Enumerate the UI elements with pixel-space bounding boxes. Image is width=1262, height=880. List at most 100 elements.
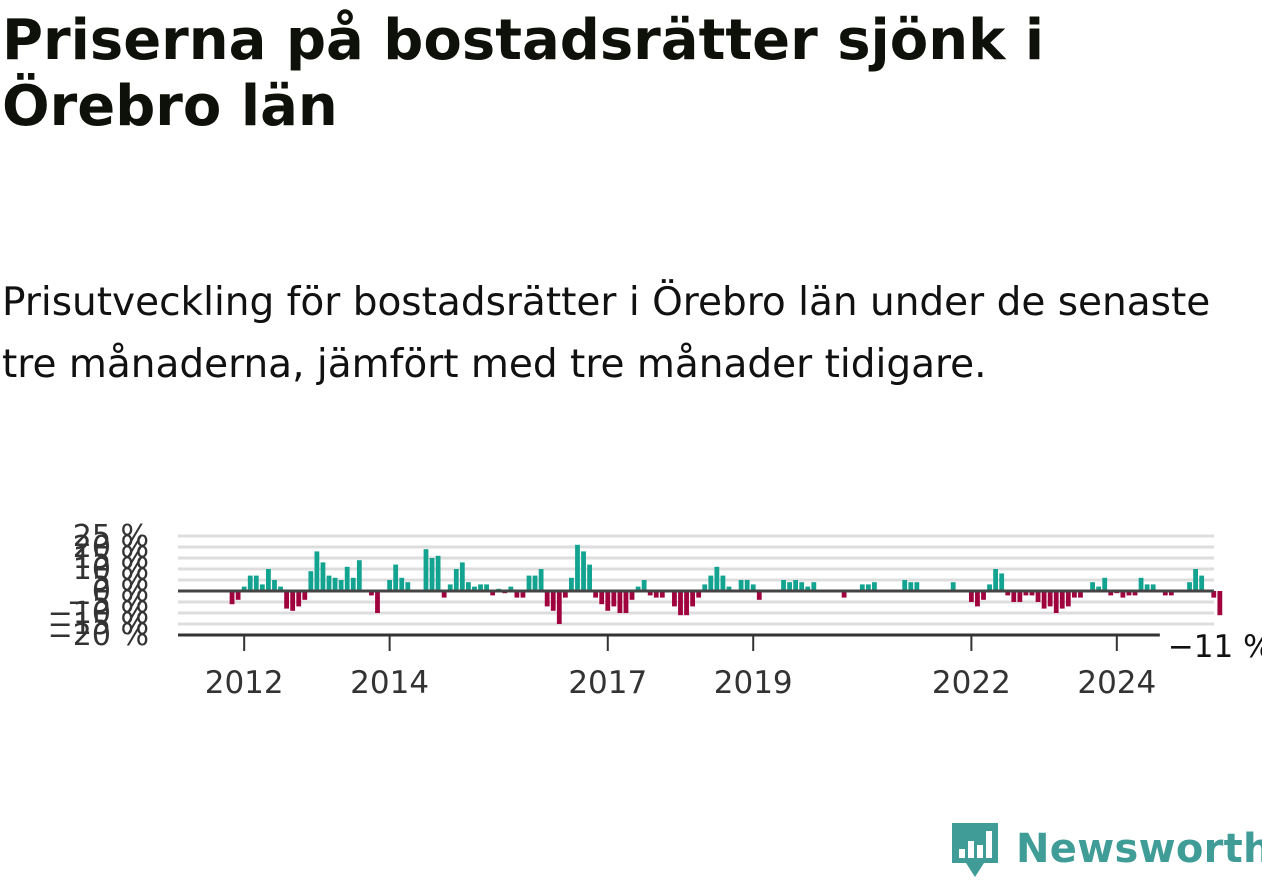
y-tick-label: 25 % (73, 519, 149, 554)
bar (459, 562, 465, 591)
bar (702, 584, 708, 591)
bar (653, 591, 659, 598)
chart-title: Priserna på bostadsrätter sjönk i Örebro… (2, 8, 1045, 139)
y-tick-label: 20 % (73, 530, 149, 565)
y-tick-label: 5 % (92, 563, 149, 598)
bar (241, 586, 247, 591)
x-tick-label: 2019 (714, 665, 793, 701)
bar (1120, 591, 1126, 598)
bar (1132, 591, 1138, 596)
bar (466, 582, 471, 591)
bar (672, 591, 677, 607)
chart-subtitle: Prisutveckling för bostadsrätter i Örebr… (2, 280, 1211, 387)
bar (756, 591, 762, 600)
bar (647, 591, 653, 596)
bar (393, 564, 399, 591)
x-tick-label: 2012 (205, 665, 284, 701)
bar (902, 580, 908, 591)
bar (266, 569, 271, 591)
x-axis-labels: 2012 2014 2017 2019 2022 2024 (205, 635, 1156, 701)
bar (811, 582, 817, 591)
bar (981, 591, 986, 600)
bar (708, 575, 714, 591)
bar (332, 577, 338, 591)
bar (569, 577, 574, 591)
bar (308, 571, 314, 591)
bar (1011, 591, 1017, 602)
bar (490, 591, 496, 596)
bar (556, 591, 562, 624)
bar (696, 591, 702, 598)
bar (259, 584, 265, 591)
bar (1108, 591, 1114, 596)
bar (1005, 591, 1011, 596)
bar (872, 582, 877, 591)
bar (253, 575, 259, 591)
bar (229, 591, 235, 605)
bar (247, 575, 253, 591)
bar (1217, 591, 1223, 616)
bar (975, 591, 980, 607)
bar (484, 584, 489, 591)
bar (284, 591, 289, 609)
bar (593, 591, 599, 598)
y-tick-label: −20 % (48, 618, 149, 653)
bar (999, 573, 1005, 591)
bar (1017, 591, 1023, 602)
x-tick-label: 2022 (932, 665, 1011, 701)
bar (714, 566, 720, 591)
bar (1023, 591, 1029, 596)
bar (1096, 586, 1102, 591)
brand-logo[interactable]: Newsworthy (950, 818, 1262, 880)
bar (1090, 582, 1095, 591)
bar-chart: 25 %20 %15 %10 %5 %0 %−5 %−10 %−15 %−20 … (48, 519, 1262, 701)
bar (314, 551, 320, 591)
bar (1126, 591, 1132, 596)
bar (744, 580, 750, 591)
bar (526, 575, 532, 591)
bar (587, 564, 592, 591)
bar (1035, 591, 1041, 602)
bar (405, 582, 411, 591)
bar (617, 591, 623, 613)
bar (320, 562, 326, 591)
bar (720, 575, 726, 591)
bar (908, 582, 914, 591)
y-tick-label: −10 % (48, 596, 149, 631)
bar (684, 591, 689, 616)
bar (799, 582, 805, 591)
bar (635, 586, 641, 591)
brand-name: Newsworthy (1016, 826, 1262, 872)
bar (805, 586, 811, 591)
bar (423, 549, 429, 591)
bar (738, 580, 744, 591)
bar (678, 591, 683, 616)
bar (399, 577, 405, 591)
bar (605, 591, 611, 611)
bar (750, 584, 756, 591)
bar (544, 591, 550, 607)
bar (326, 575, 332, 591)
y-tick-label: 10 % (73, 552, 149, 587)
bar (375, 591, 380, 613)
bar (726, 586, 732, 591)
bar (950, 582, 956, 591)
bar (520, 591, 526, 598)
bar (993, 569, 999, 591)
bar (1144, 584, 1150, 591)
bar (581, 551, 586, 591)
bar (435, 555, 441, 591)
bar (575, 544, 580, 591)
bar (787, 582, 792, 591)
bar (338, 580, 344, 591)
y-axis-labels: 25 %20 %15 %10 %5 %0 %−5 %−10 %−15 %−20 … (48, 519, 149, 653)
bar (1102, 577, 1108, 591)
bar (611, 591, 617, 607)
x-tick-label: 2017 (568, 665, 647, 701)
bar (550, 591, 556, 611)
bar (659, 591, 665, 598)
bar (781, 580, 786, 591)
bar (429, 558, 435, 591)
bar (532, 575, 538, 591)
bar (453, 569, 459, 591)
